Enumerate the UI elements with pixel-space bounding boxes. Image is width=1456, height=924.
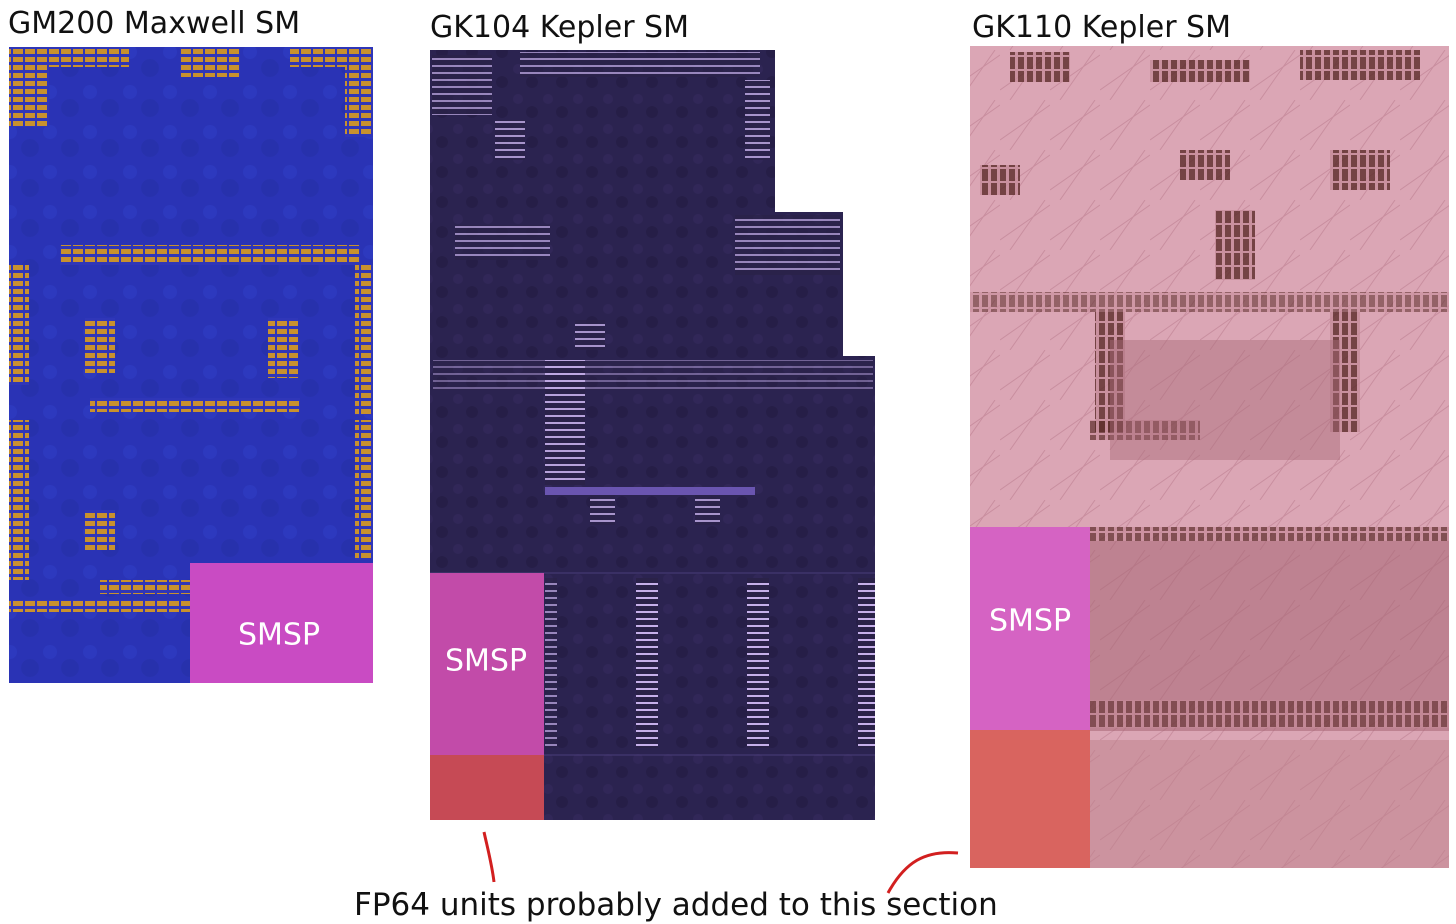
die-shot [9, 47, 373, 683]
panel-title: GM200 Maxwell SM [8, 6, 300, 41]
caption: FP64 units probably added to this sectio… [354, 887, 998, 923]
annotation-arrow [482, 831, 496, 883]
die-shot [970, 46, 1449, 868]
panel-title: GK110 Kepler SM [972, 10, 1231, 45]
panel-title: GK104 Kepler SM [430, 10, 689, 45]
region-label: SMSP [238, 618, 320, 653]
region-label: SMSP [445, 644, 527, 679]
annotation-arrow [886, 851, 959, 894]
die-shot [430, 50, 875, 820]
region-label: SMSP [989, 604, 1071, 639]
